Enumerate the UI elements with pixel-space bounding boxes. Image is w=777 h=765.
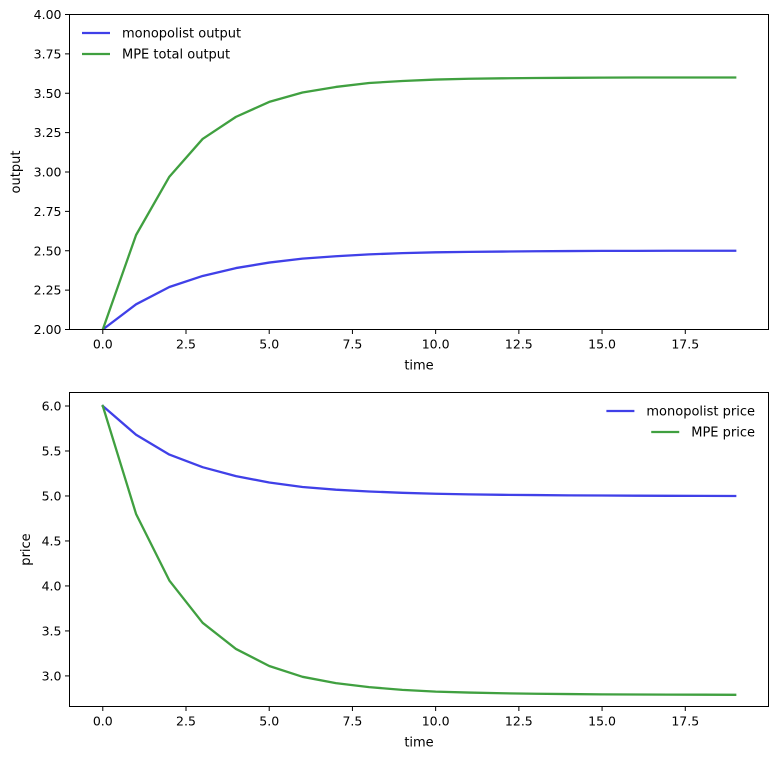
x-tick-label: 17.5	[671, 714, 699, 729]
legend-label-1: monopolist output	[122, 27, 241, 42]
legend-label-2: MPE price	[691, 426, 755, 441]
y-tick-label: 3.0	[42, 668, 62, 683]
x-tick-label: 0.0	[93, 714, 113, 729]
x-tick-label: 15.0	[588, 714, 616, 729]
series-line-1	[101, 404, 737, 498]
legend: monopolist output MPE total output	[82, 27, 241, 63]
y-tick-label: 5.5	[42, 443, 62, 458]
axes-frame	[69, 392, 769, 707]
y-tick-label: 3.50	[34, 86, 62, 101]
y-tick-label: 4.00	[34, 7, 62, 22]
x-tick-label: 2.5	[176, 714, 196, 729]
legend-label-2: MPE total output	[122, 48, 230, 63]
x-tick-label: 10.0	[422, 337, 450, 352]
y-tick-label: 2.00	[34, 322, 62, 337]
x-tick-label: 2.5	[176, 337, 196, 352]
x-tick-label: 7.5	[342, 714, 362, 729]
x-axis-label: time	[404, 736, 433, 751]
x-tick-label: 0.0	[93, 337, 113, 352]
y-axis-label: output	[9, 151, 24, 194]
y-tick-label: 5.0	[42, 488, 62, 503]
y-tick-label: 4.5	[42, 533, 62, 548]
series-line-1	[101, 249, 737, 330]
series-line-2	[101, 76, 737, 330]
y-tick-label: 3.00	[34, 165, 62, 180]
series-line-2	[101, 404, 737, 696]
y-tick-label: 4.0	[42, 578, 62, 593]
x-tick-label: 15.0	[588, 337, 616, 352]
chart-panel-2: 0.0 2.5 5.0 7.5 10.0 12.5 15.0 17.5 3.0 3.5 4.0 4.5…	[19, 392, 769, 751]
y-axis-label: price	[19, 533, 34, 565]
x-tick-label: 5.0	[259, 714, 279, 729]
x-tick-label: 5.0	[259, 337, 279, 352]
y-tick-label: 2.25	[34, 283, 62, 298]
chart-panel-1: 0.0 2.5 5.0 7.5 10.0 12.5 15.0 17.5 2.00 2.25 2.50…	[9, 7, 769, 374]
y-tick-label: 2.50	[34, 243, 62, 258]
legend: monopolist price MPE price	[606, 405, 755, 441]
x-tick-label: 7.5	[342, 337, 362, 352]
x-axis-label: time	[404, 359, 433, 374]
x-tick-label: 17.5	[671, 337, 699, 352]
x-tick-label: 12.5	[505, 714, 533, 729]
x-tick-label: 12.5	[505, 337, 533, 352]
y-tick-label: 6.0	[42, 398, 62, 413]
y-tick-label: 2.75	[34, 204, 62, 219]
legend-label-1: monopolist price	[646, 405, 755, 420]
y-tick-label: 3.25	[34, 125, 62, 140]
y-tick-label: 3.75	[34, 46, 62, 61]
x-tick-label: 10.0	[422, 714, 450, 729]
y-tick-label: 3.5	[42, 623, 62, 638]
